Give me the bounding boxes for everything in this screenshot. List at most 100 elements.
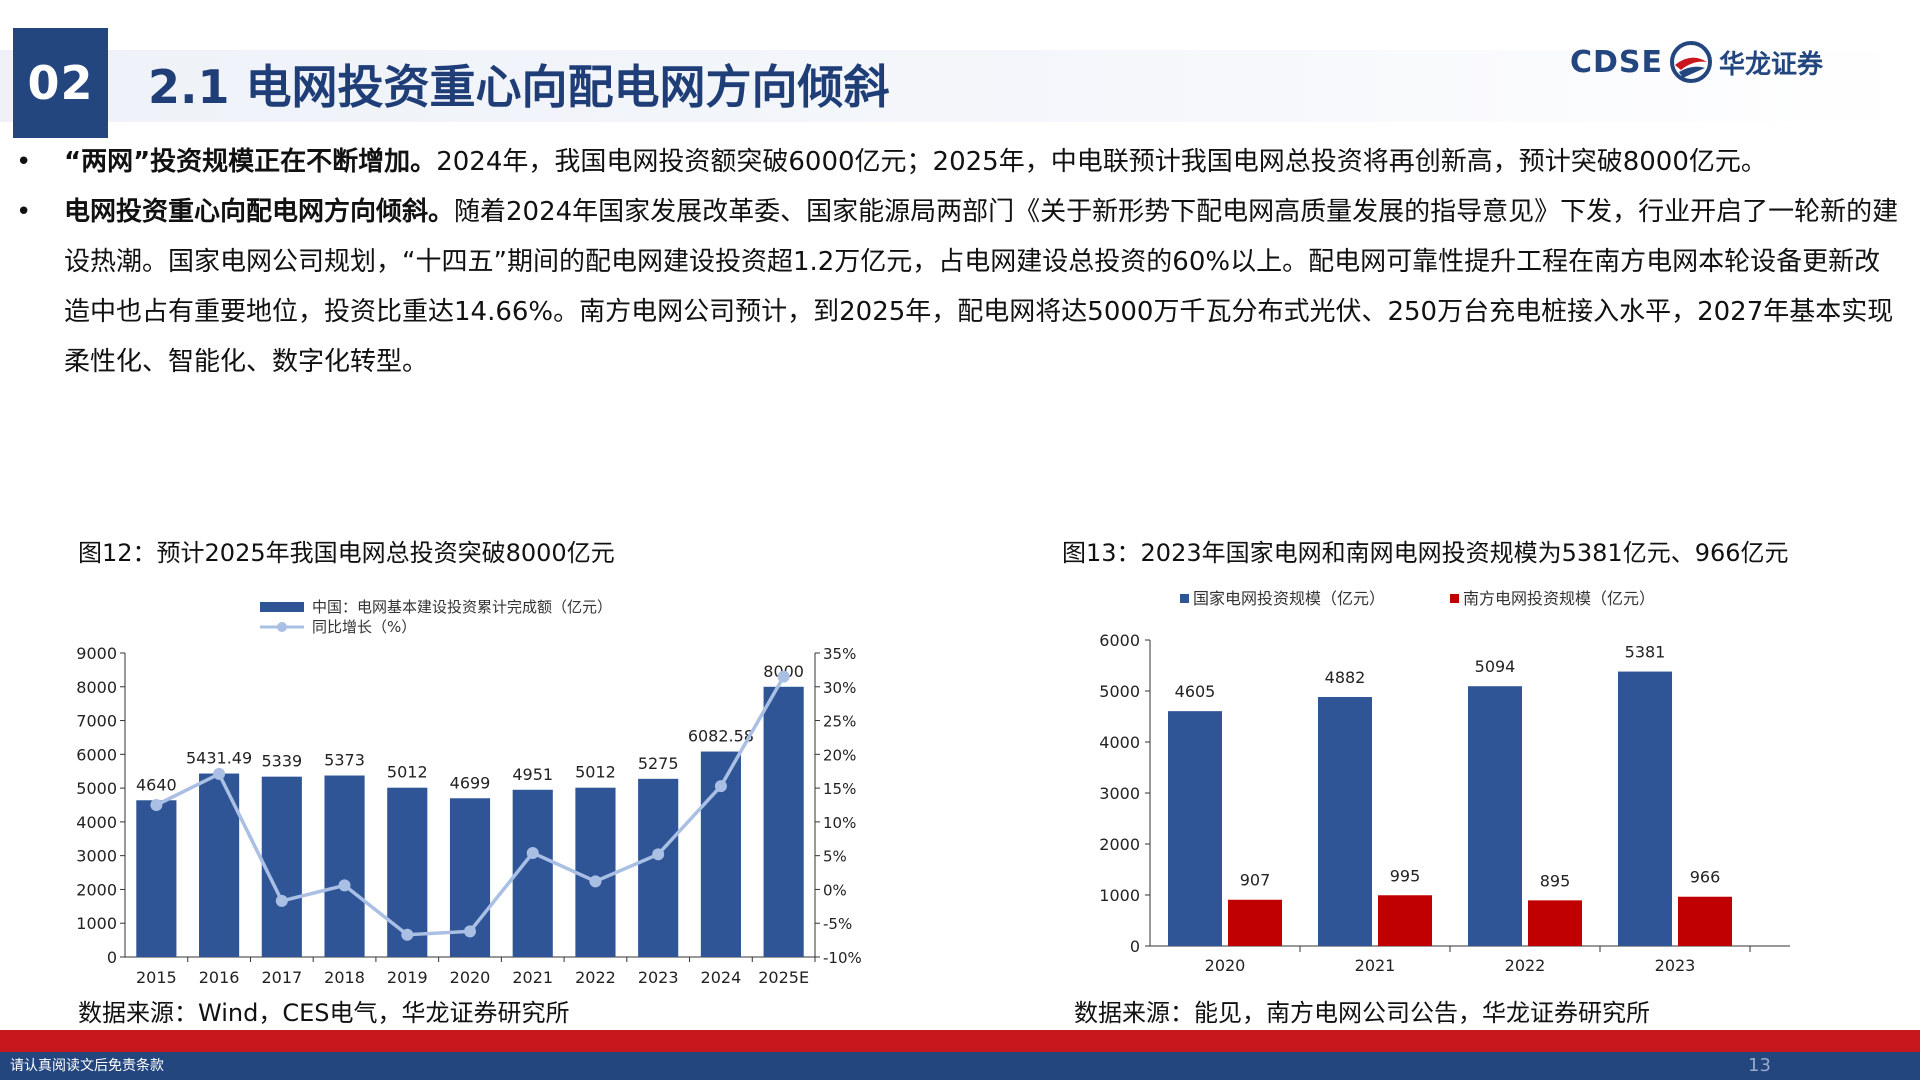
legend-label-southern-grid: 南方电网投资规模（亿元） [1463,589,1655,608]
legend-swatch-state-grid [1180,594,1189,603]
y-tick-label: 4000 [1099,733,1140,752]
bar-state-grid [1318,697,1372,946]
bar [136,800,177,957]
legend-label-state-grid: 国家电网投资规模（亿元） [1193,589,1385,608]
figure12-source: 数据来源：Wind，CES电气，华龙证券研究所 [78,999,570,1027]
bar-state-grid [1618,671,1672,946]
bullet-text: 电网投资重心向配电网方向倾斜。随着2024年国家发展改革委、国家能源局两部门《关… [64,187,1904,387]
bar-southern-grid [1678,896,1732,946]
bar-value-label: 5381 [1625,643,1666,662]
x-tick-label: 2024 [701,968,742,987]
x-tick-label: 2025E [758,968,809,987]
legend-swatch-southern-grid [1450,594,1459,603]
bar [575,787,616,957]
bar-value-label: 4605 [1175,682,1216,701]
y-right-tick-label: 15% [823,780,856,798]
page-number: 13 [1748,1055,1771,1076]
y-right-tick-label: 5% [823,848,847,866]
bar [324,775,365,957]
legend-label-line: 同比增长（%） [312,618,416,636]
footer-red-bar [0,1030,1920,1052]
y-left-tick-label: 6000 [76,745,117,764]
growth-point [589,875,602,888]
disclaimer-link[interactable]: 请认真阅读文后免责条款 [10,1058,164,1074]
y-right-tick-label: 20% [823,746,856,764]
bullet-dot-icon: • [16,147,32,177]
figure12-caption: 图12：预计2025年我国电网总投资突破8000亿元 [78,539,615,567]
bullet-body: 2024年，我国电网投资额突破6000亿元；2025年，中电联预计我国电网总投资… [436,147,1767,177]
y-right-tick-label: 0% [823,881,847,899]
x-tick-label: 2021 [512,968,553,987]
bar-value-label: 4951 [512,765,553,784]
legend-marker-line [277,622,287,632]
growth-point [714,780,727,793]
dragon-logo-icon [1670,41,1713,83]
bullet-dot-icon: • [16,197,32,227]
y-left-tick-label: 4000 [76,813,117,832]
y-tick-label: 2000 [1099,835,1140,854]
chart-investment-bar-line: 中国：电网基本建设投资累计完成额（亿元） 同比增长（%） 0 1000 2000 3000… [76,598,862,987]
bar-value-label: 995 [1390,866,1421,885]
x-tick-label: 2020 [450,968,491,987]
bar-value-label: 5373 [324,751,365,770]
y-right-tick-label: 30% [823,679,856,697]
y-left-tick-label: 8000 [76,678,117,697]
bar-state-grid [1468,686,1522,946]
bar-value-label: 4699 [450,773,491,792]
bullet-item: • 电网投资重心向配电网方向倾斜。随着2024年国家发展改革委、国家能源局两部门… [14,187,1904,387]
figure13-caption: 图13：2023年国家电网和南网电网投资规模为5381亿元、966亿元 [1062,539,1789,567]
x-tick-label: 2017 [261,968,302,987]
bar-value-label: 895 [1540,871,1571,890]
x-tick-label: 2016 [199,968,240,987]
growth-point [526,846,539,859]
bar-value-label: 966 [1690,868,1721,887]
legend-swatch-bar [260,602,304,612]
bar-value-label: 907 [1240,871,1271,890]
y-tick-label: 5000 [1099,682,1140,701]
x-tick-label: 2023 [638,968,679,987]
bar-value-label: 4640 [136,775,177,794]
growth-point [275,894,288,907]
y-left-tick-label: 0 [107,948,117,967]
bar-value-label: 5431.49 [186,749,252,768]
y-right-tick-label: 10% [823,814,856,832]
y-left-tick-label: 1000 [76,914,117,933]
section-number-badge: 02 [13,28,108,138]
bar-value-label: 4882 [1325,668,1366,687]
x-tick-label: 2019 [387,968,428,987]
bullet-body: 随着2024年国家发展改革委、国家能源局两部门《关于新形势下配电网高质量发展的指… [64,197,1899,377]
bullet-text: “两网”投资规模正在不断增加。2024年，我国电网投资额突破6000亿元；202… [64,137,1904,187]
growth-point [652,848,665,861]
x-tick-label: 2015 [136,968,177,987]
bar-value-label: 5012 [387,763,428,782]
y-right-tick-label: -5% [823,915,852,933]
bar [261,776,302,957]
bar-southern-grid [1378,895,1432,946]
bar-southern-grid [1528,900,1582,946]
bar-value-label: 5339 [261,752,302,771]
growth-point [150,799,163,811]
figure13-source: 数据来源：能见，南方电网公司公告，华龙证券研究所 [1074,999,1650,1027]
bar [763,686,804,957]
y-right-tick-label: 25% [823,713,856,731]
x-tick-label: 2018 [324,968,365,987]
bar [638,778,679,957]
y-left-tick-label: 3000 [76,847,117,866]
bar-southern-grid [1228,899,1282,946]
growth-point [338,879,351,892]
page-title: 2.1 电网投资重心向配电网方向倾斜 [148,60,890,114]
bar-state-grid [1168,711,1222,946]
brand-chinese-name: 华龙证券 [1719,49,1824,80]
bar-value-label: 6082.58 [688,727,754,746]
y-right-tick-label: -10% [823,949,862,967]
growth-point [401,928,414,941]
bar-value-label: 5275 [638,754,679,773]
x-tick-label: 2022 [1505,956,1546,975]
bullet-lead: “两网”投资规模正在不断增加。 [64,147,437,177]
bullet-item: • “两网”投资规模正在不断增加。2024年，我国电网投资额突破6000亿元；2… [14,137,1904,187]
brand-logo-group: CDSE 华龙证券 [1570,38,1823,86]
chart-grid-investment-bars: 国家电网投资规模（亿元） 南方电网投资规模（亿元） 0 1000 2000 3000 400… [1099,589,1790,975]
bullet-lead: 电网投资重心向配电网方向倾斜。 [64,197,455,227]
footer-blue-bar [0,1052,1920,1080]
y-left-tick-label: 2000 [76,880,117,899]
